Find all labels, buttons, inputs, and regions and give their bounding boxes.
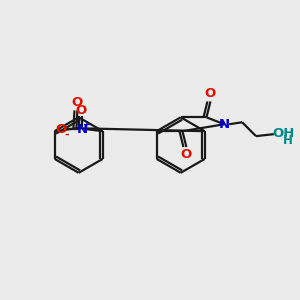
Text: O: O	[75, 104, 86, 117]
Text: O: O	[56, 123, 67, 136]
Text: N: N	[219, 118, 230, 131]
Text: +: +	[83, 120, 91, 129]
Text: O: O	[181, 148, 192, 161]
Text: OH: OH	[273, 127, 295, 140]
Text: H: H	[283, 134, 293, 147]
Text: -: -	[65, 130, 69, 140]
Text: O: O	[72, 96, 83, 109]
Text: O: O	[205, 87, 216, 100]
Text: N: N	[76, 123, 87, 136]
